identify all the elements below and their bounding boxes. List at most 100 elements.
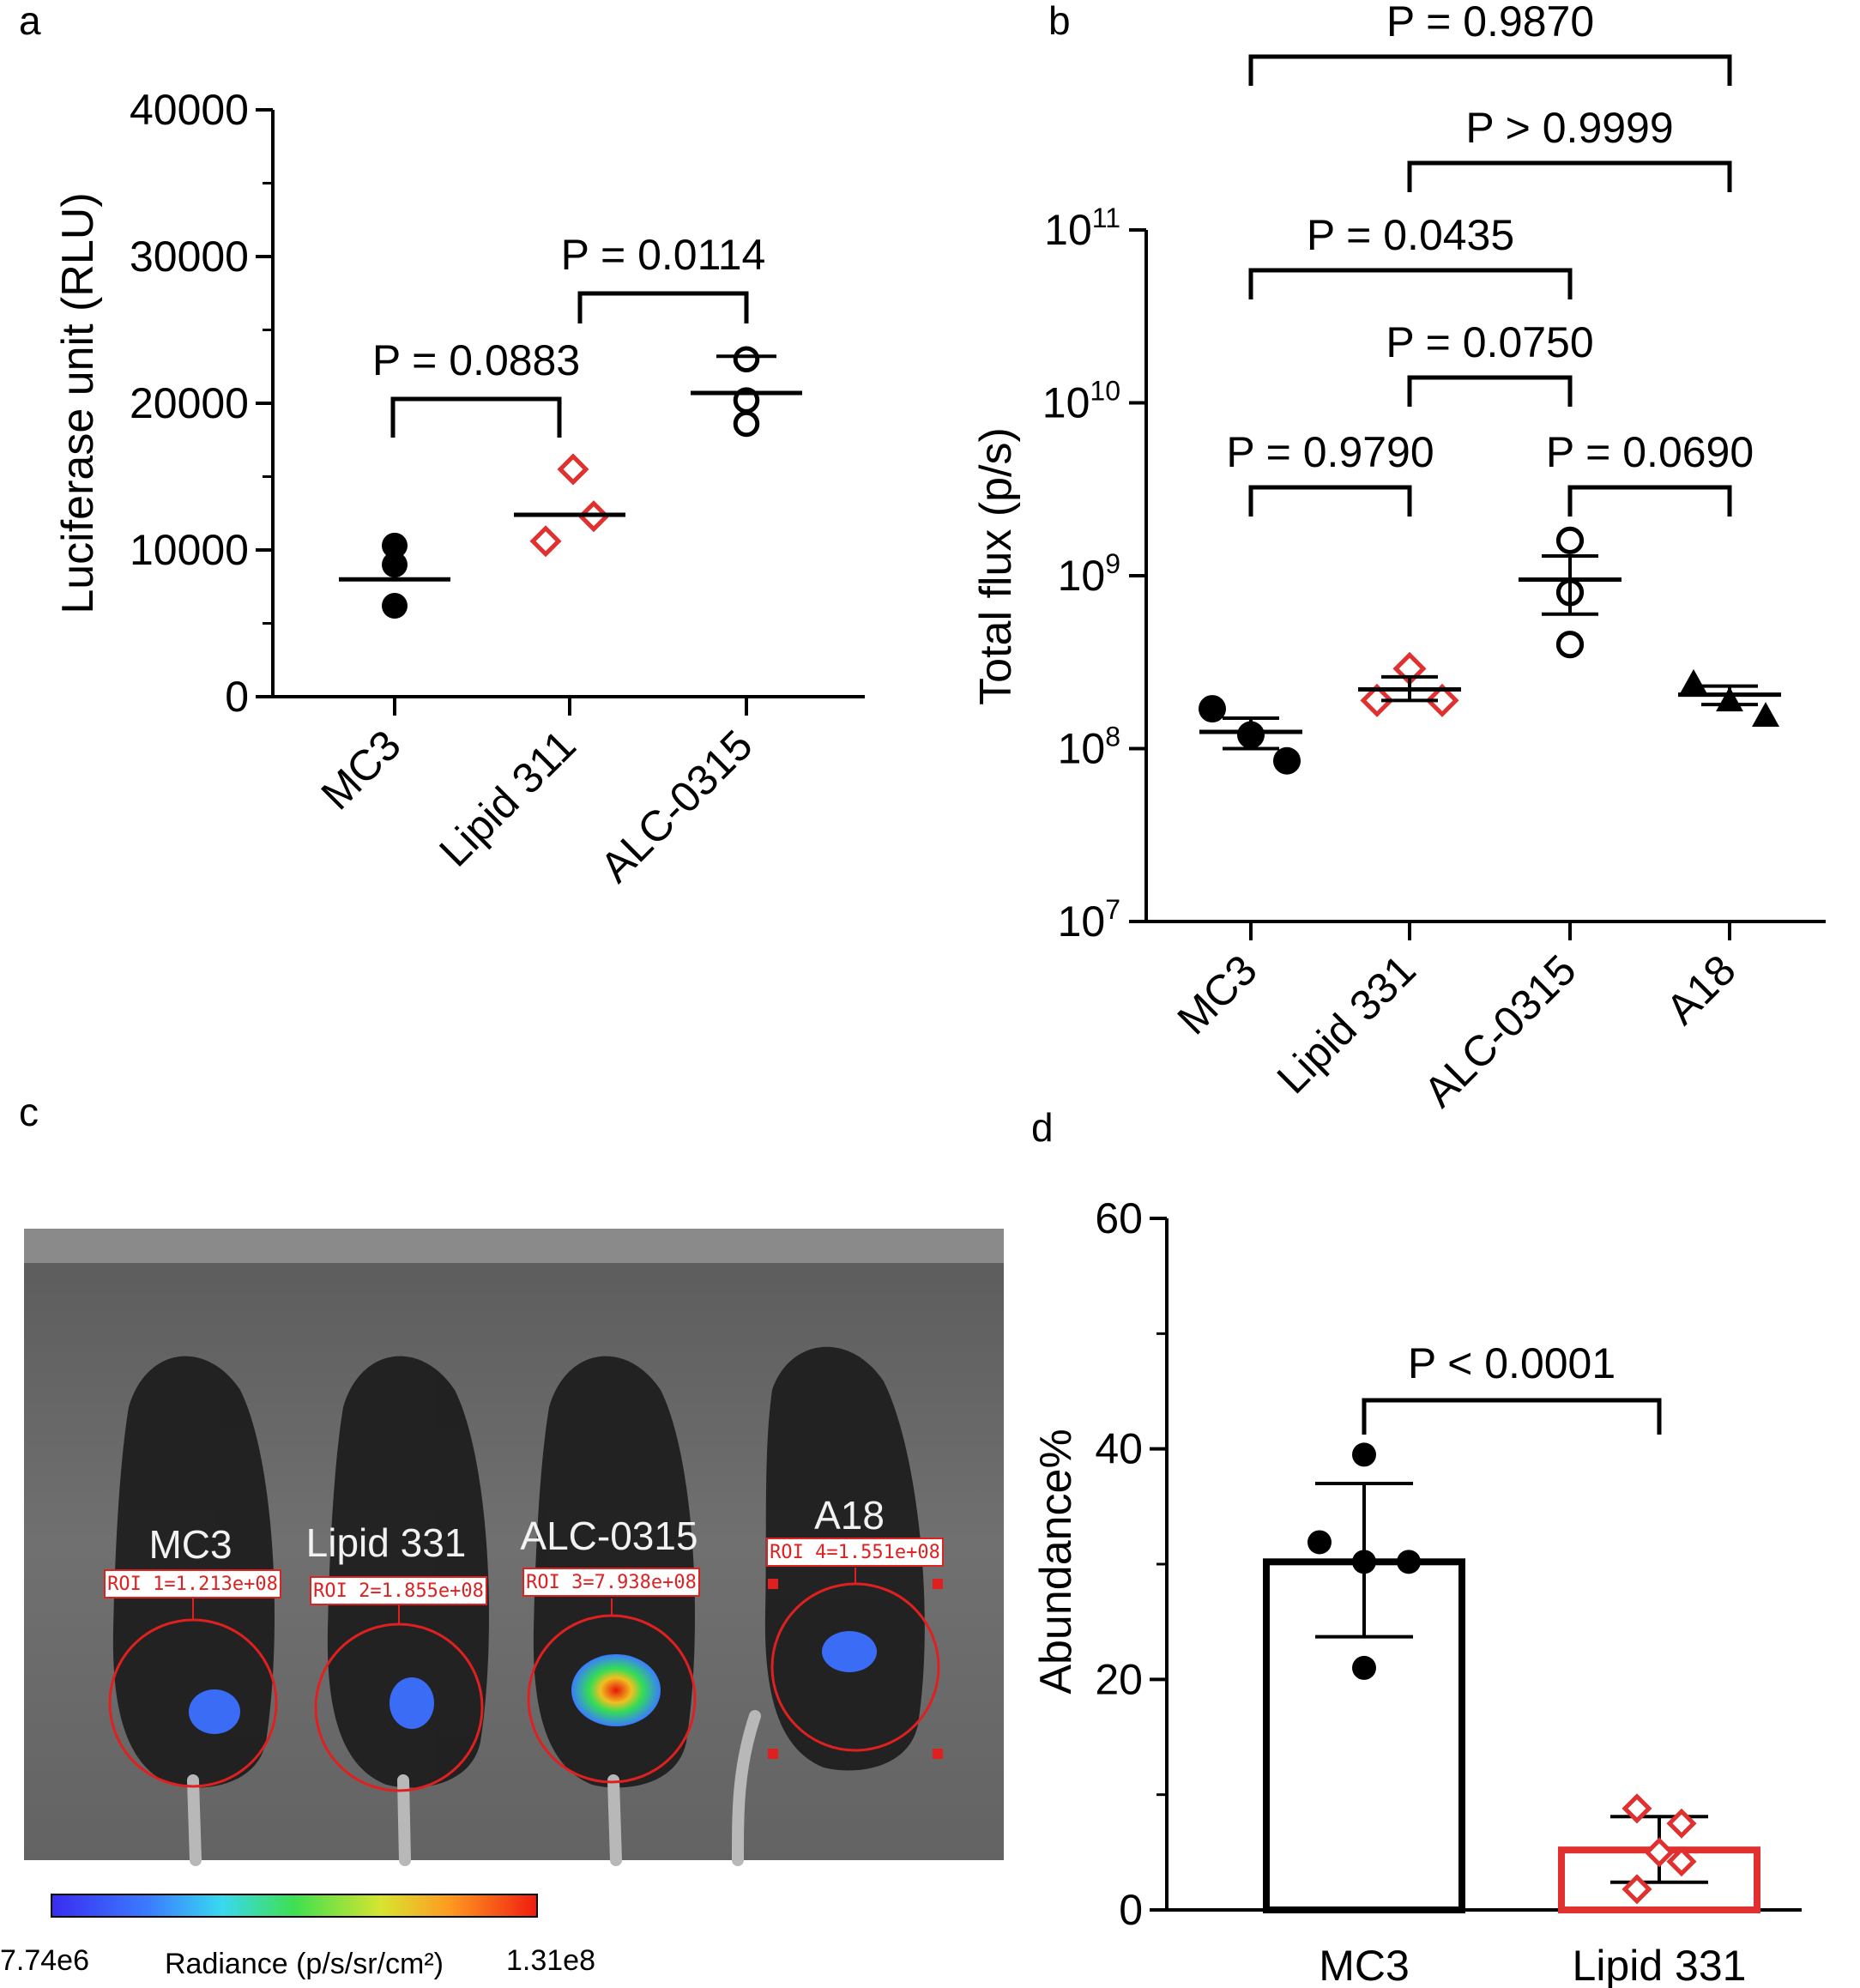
data-point-b-0 [1555,526,1585,554]
mouse-label-0: MC3 [148,1522,232,1567]
data-point-d-0 [1352,1442,1376,1467]
x-tick-label-a: ALC-0315 [591,721,762,891]
data-point-a-0 [557,453,589,486]
y-tick-label-d: 60 [1095,1194,1143,1242]
y-tick-exponent: 8 [1105,722,1120,752]
comparison-b-3-label: P = 0.0750 [1386,318,1593,366]
data-point-b-2 [1752,702,1779,727]
comparison-a-0-bracket [390,396,562,438]
comparison-b-2-bracket [1248,268,1573,299]
colorbar-label: Radiance (p/s/sr/cm²) [165,1948,444,1980]
y-tick-label-d: 40 [1095,1425,1143,1473]
y-axis-title-d: Abundance% [1031,1429,1081,1694]
data-point-a-2 [529,525,562,558]
x-tick-label-b: MC3 [1169,946,1266,1043]
x-tick-label-d: MC3 [1319,1942,1410,1988]
comparison-b-4-label: P = 0.9790 [1226,428,1434,476]
y-tick-exponent: 9 [1105,548,1120,579]
mouse-label-1: Lipid 331 [306,1520,467,1565]
y-tick-label-b: 1010 [1042,376,1120,427]
x-tick-label-b: Lipid 331 [1268,946,1425,1103]
y-tick-label-b: 1011 [1044,202,1120,254]
data-point-b-0 [1680,668,1707,694]
y-tick-label-b: 108 [1058,722,1120,773]
y-tick-label-d: 0 [1119,1886,1143,1934]
data-point-a-2 [382,592,408,619]
colorbar [51,1894,538,1918]
y-tick-label-a: 10000 [130,526,249,574]
data-point-d-4 [1621,1874,1652,1905]
panel-label-c: c [19,1090,39,1134]
x-tick-label-b: ALC-0315 [1415,946,1585,1116]
chart-a: 0 10000 20000 30000 40000 Luciferase unit (RL… [53,86,865,891]
data-point-a-2 [733,410,760,438]
y-tick-base: 10 [1058,552,1106,600]
colorbar-min: 7.74e6 [0,1944,89,1977]
roi-box-2 [522,1568,700,1597]
comparison-a-1-bracket [577,291,749,323]
data-point-a-0 [733,346,760,372]
panel-label-d: d [1031,1105,1054,1150]
y-tick-label-b: 109 [1058,548,1120,600]
y-tick-exponent: 11 [1092,202,1120,233]
data-point-d-0 [1621,1793,1652,1824]
y-tick-base: 10 [1042,379,1090,427]
comparison-b-3-bracket [1407,375,1573,407]
y-tick-base: 10 [1044,206,1092,254]
luminescence-signals [189,1631,877,1734]
data-point-b-1 [1360,683,1394,717]
data-point-b-2 [1273,746,1301,775]
x-tick-label-b: A18 [1657,946,1745,1034]
mouse-label-2: ALC-0315 [520,1514,698,1558]
data-point-b-0 [1199,695,1226,723]
data-point-d-2 [1352,1550,1376,1574]
y-tick-base: 10 [1058,897,1106,946]
comparison-b-4-bracket [1248,485,1412,517]
y-tick-exponent: 7 [1105,894,1120,925]
data-point-d-4 [1352,1655,1376,1680]
y-tick-label-a: 30000 [130,233,249,281]
data-point-d-2 [1644,1837,1675,1868]
roi-value-2: ROI 3=7.938e+08 [526,1572,697,1593]
data-point-b-2 [1555,631,1585,659]
data-point-d-3 [1397,1550,1421,1574]
comparison-d-0-bracket [1362,1398,1662,1435]
y-tick-label-a: 40000 [130,86,249,134]
comparison-b-0-bracket [1248,54,1732,86]
roi-box-3 [766,1538,944,1567]
y-axis-title-a: Luciferase unit (RLU) [53,192,103,613]
roi-value-1: ROI 2=1.855e+08 [313,1580,484,1602]
data-point-a-1 [382,552,408,578]
mouse-label-3: A18 [814,1493,885,1538]
roi-box-1 [310,1576,487,1605]
x-tick-label-a: Lipid 311 [430,721,584,875]
y-tick-label-d: 20 [1095,1655,1143,1703]
comparison-d-0-label: P < 0.0001 [1408,1339,1615,1387]
panel-label-b: b [1048,0,1071,43]
roi-handles [768,1579,943,1759]
comparison-a-0-label: P = 0.0883 [372,336,580,384]
comparison-b-5-label: P = 0.0690 [1546,428,1754,476]
y-tick-base: 10 [1058,725,1106,773]
data-point-d-1 [1307,1530,1332,1555]
roi-value-0: ROI 1=1.213e+08 [107,1574,278,1595]
comparison-b-0-label: P = 0.9870 [1386,0,1594,45]
y-tick-label-a: 0 [225,673,249,721]
imaging-labels: MC3 ROI 1=1.213e+08 Lipid 331 ROI 2=1.855e+… [104,1493,944,1605]
comparison-b-1-label: P > 0.9999 [1465,104,1673,152]
y-tick-exponent: 10 [1090,376,1120,407]
data-point-d-1 [1666,1808,1697,1839]
imaging-panel: MC3 ROI 1=1.213e+08 Lipid 331 ROI 2=1.855e+… [0,1229,1004,1980]
y-tick-label-b: 107 [1058,894,1120,946]
colorbar-max: 1.31e8 [506,1944,595,1977]
comparison-b-5-bracket [1567,485,1732,517]
y-axis-title-b: Total flux (p/s) [971,427,1021,705]
roi-leaders [192,1568,856,1624]
data-point-d-3 [1666,1846,1697,1877]
comparison-a-1-label: P = 0.0114 [561,231,766,279]
x-tick-label-a: MC3 [312,721,410,819]
comparison-b-1-bracket [1407,160,1732,192]
y-tick-label-a: 20000 [130,379,249,427]
chart-d: 0 20 40 60 Abundance% MC3 Lipid 331 P < 0.0001 [1031,1194,1802,1988]
